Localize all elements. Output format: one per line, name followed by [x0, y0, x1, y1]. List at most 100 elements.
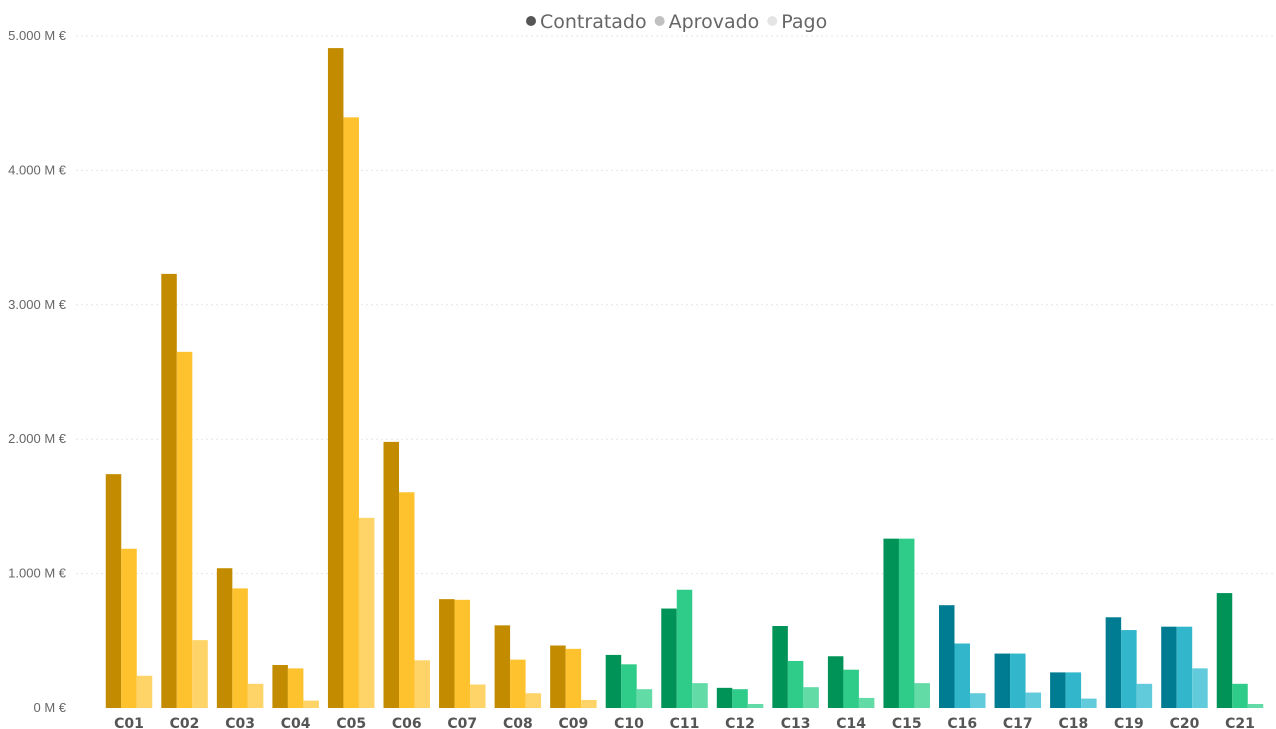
- bar-pago-c01[interactable]: [136, 675, 153, 708]
- bar-pago-c05[interactable]: [358, 517, 375, 708]
- bar-pago-c07[interactable]: [470, 684, 486, 708]
- x-tick-label: C03: [225, 716, 255, 729]
- x-tick-label: C11: [670, 716, 700, 729]
- legend-marker-icon: [526, 16, 536, 26]
- legend-item-aprovado[interactable]: Aprovado: [654, 11, 760, 33]
- bar-contratado-c12[interactable]: [716, 687, 733, 708]
- bar-group-c03: [216, 568, 264, 708]
- bar-contratado-c08[interactable]: [494, 625, 511, 708]
- bar-pago-c14[interactable]: [858, 697, 875, 708]
- x-tick-label: C12: [725, 716, 755, 729]
- bar-group-c17: [994, 653, 1042, 708]
- legend-label: Contratado: [540, 11, 647, 33]
- x-axis: C01 C02 C03 C04 C05 C06 C07 C08 C09 C10 C11 C12 C13 C…: [114, 716, 1255, 729]
- bar-contratado-c04[interactable]: [272, 664, 288, 708]
- bar-group-c05: [327, 48, 375, 708]
- x-tick-label: C16: [947, 716, 977, 729]
- bar-pago-c11[interactable]: [692, 683, 708, 708]
- legend-item-pago[interactable]: Pago: [767, 11, 827, 33]
- bar-pago-c17[interactable]: [1025, 692, 1042, 708]
- bar-aprovado-c17[interactable]: [1010, 653, 1026, 708]
- bar-aprovado-c05[interactable]: [343, 117, 359, 708]
- x-tick-label: C02: [170, 716, 200, 729]
- bar-aprovado-c11[interactable]: [676, 589, 693, 708]
- x-tick-label: C17: [1003, 716, 1033, 729]
- bar-aprovado-c08[interactable]: [510, 659, 526, 708]
- bar-aprovado-c19[interactable]: [1121, 630, 1137, 708]
- bar-aprovado-c10[interactable]: [621, 664, 637, 708]
- y-tick-label: 4.000 M €: [8, 162, 67, 177]
- bar-group-c20: [1161, 626, 1208, 708]
- bar-aprovado-c16[interactable]: [954, 643, 971, 708]
- bar-aprovado-c21[interactable]: [1232, 683, 1248, 708]
- bar-pago-c04[interactable]: [303, 700, 319, 708]
- bar-aprovado-c06[interactable]: [399, 492, 415, 708]
- x-tick-label: C09: [559, 716, 589, 729]
- bar-pago-c06[interactable]: [414, 660, 431, 708]
- bar-pago-c16[interactable]: [970, 693, 986, 708]
- bar-contratado-c21[interactable]: [1216, 593, 1233, 708]
- bar-aprovado-c03[interactable]: [232, 588, 248, 708]
- bar-pago-c02[interactable]: [192, 640, 208, 708]
- bar-aprovado-c01[interactable]: [121, 548, 137, 708]
- bar-contratado-c07[interactable]: [439, 599, 455, 708]
- legend-marker-icon: [654, 16, 665, 26]
- y-tick-label: 3.000 M €: [8, 297, 67, 312]
- legend-label: Pago: [781, 11, 827, 33]
- bar-group-c01: [105, 474, 153, 708]
- bar-pago-c03[interactable]: [247, 683, 264, 708]
- bar-contratado-c14[interactable]: [827, 656, 844, 708]
- bar-contratado-c06[interactable]: [383, 441, 400, 708]
- y-tick-label: 2.000 M €: [8, 431, 67, 446]
- bar-aprovado-c04[interactable]: [287, 668, 304, 708]
- bar-pago-c18[interactable]: [1081, 698, 1097, 708]
- bar-contratado-c16[interactable]: [939, 605, 955, 708]
- bar-group-c09: [550, 645, 597, 708]
- bar-contratado-c17[interactable]: [994, 653, 1011, 708]
- bar-pago-c15[interactable]: [914, 683, 930, 708]
- bar-pago-c12[interactable]: [747, 703, 764, 708]
- bar-contratado-c09[interactable]: [550, 645, 566, 708]
- bar-pago-c09[interactable]: [581, 699, 597, 708]
- bar-contratado-c15[interactable]: [883, 538, 899, 708]
- bar-group-c21: [1216, 593, 1264, 708]
- bar-aprovado-c02[interactable]: [176, 351, 193, 708]
- bar-contratado-c11[interactable]: [661, 608, 677, 708]
- bar-aprovado-c12[interactable]: [732, 689, 748, 708]
- bar-group-c06: [383, 441, 431, 708]
- bar-group-c08: [494, 625, 542, 708]
- bars: [105, 48, 1264, 708]
- bar-aprovado-c07[interactable]: [454, 599, 471, 708]
- bar-pago-c21[interactable]: [1247, 703, 1264, 708]
- bar-aprovado-c14[interactable]: [843, 669, 859, 708]
- bar-contratado-c20[interactable]: [1161, 626, 1177, 708]
- bar-pago-c08[interactable]: [525, 693, 542, 708]
- bar-contratado-c18[interactable]: [1050, 672, 1066, 708]
- bar-contratado-c02[interactable]: [161, 273, 177, 708]
- y-axis: 0 M € 1.000 M € 2.000 M € 3.000 M € 4.000 M …: [8, 28, 67, 715]
- bar-pago-c19[interactable]: [1136, 683, 1153, 708]
- bar-pago-c13[interactable]: [803, 687, 819, 708]
- legend[interactable]: Contratado Aprovado Pago: [526, 11, 827, 33]
- bar-aprovado-c13[interactable]: [787, 660, 804, 708]
- bar-aprovado-c20[interactable]: [1176, 626, 1193, 708]
- bar-aprovado-c18[interactable]: [1065, 672, 1082, 708]
- bar-aprovado-c15[interactable]: [898, 538, 915, 708]
- bar-pago-c10[interactable]: [636, 689, 653, 708]
- bar-contratado-c03[interactable]: [216, 568, 233, 708]
- bar-contratado-c01[interactable]: [105, 474, 122, 708]
- bar-aprovado-c09[interactable]: [565, 648, 582, 708]
- bar-contratado-c13[interactable]: [772, 626, 788, 708]
- bar-contratado-c10[interactable]: [605, 654, 622, 708]
- bar-contratado-c05[interactable]: [327, 48, 344, 708]
- bar-contratado-c19[interactable]: [1105, 617, 1122, 708]
- x-tick-label: C18: [1058, 716, 1088, 729]
- y-tick-label: 1.000 M €: [8, 566, 67, 581]
- bar-group-c04: [272, 664, 319, 708]
- bar-pago-c20[interactable]: [1192, 668, 1208, 708]
- legend-label: Aprovado: [669, 11, 760, 33]
- x-tick-label: C10: [614, 716, 644, 729]
- y-tick-label: 5.000 M €: [8, 28, 67, 43]
- legend-item-contratado[interactable]: Contratado: [526, 11, 647, 33]
- x-tick-label: C19: [1114, 716, 1144, 729]
